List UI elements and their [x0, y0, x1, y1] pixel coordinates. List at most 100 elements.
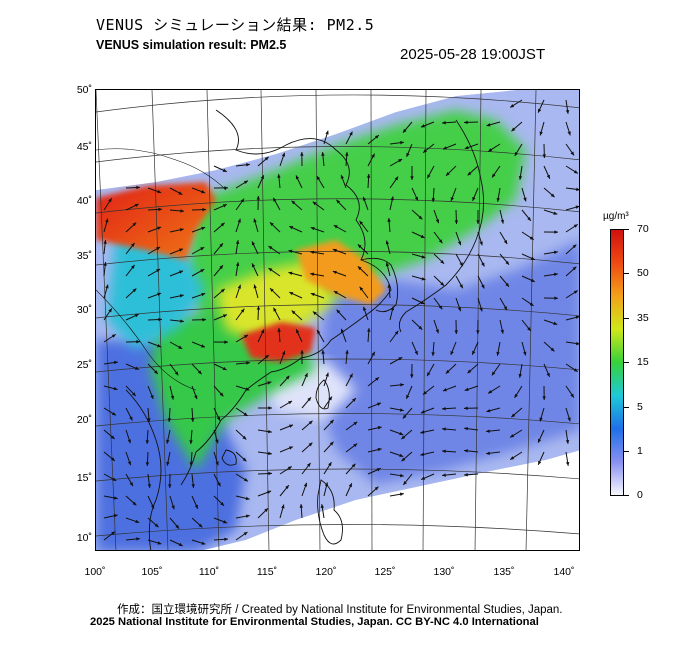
- wind-arrow-head: [156, 246, 161, 251]
- wind-arrow-head: [399, 453, 404, 458]
- wind-arrow-head: [289, 292, 294, 296]
- wind-arrow-head: [105, 284, 109, 289]
- meridian-line: [370, 90, 373, 550]
- wind-arrow-head: [357, 266, 362, 271]
- wind-arrow-head: [269, 222, 274, 227]
- parallel-line: [96, 198, 579, 214]
- wind-arrow-head: [565, 440, 570, 444]
- wind-arrow-head: [527, 216, 531, 221]
- wind-arrow-head: [575, 205, 579, 209]
- wind-arrow-head: [340, 174, 344, 179]
- wind-arrow-head: [235, 240, 240, 244]
- wind-arrow-head: [420, 300, 425, 305]
- wind-arrow-head: [500, 219, 505, 224]
- wind-arrow-head: [450, 197, 454, 202]
- wind-arrow-head: [217, 482, 221, 487]
- wind-arrow-head: [147, 418, 151, 422]
- wind-arrow-head: [268, 246, 273, 250]
- wind-arrow-head: [235, 262, 240, 266]
- wind-arrow-head: [420, 234, 425, 238]
- white-outside-north: [96, 90, 516, 190]
- colorbar-label: 70: [637, 223, 649, 235]
- lat-label: 30˚: [76, 304, 92, 316]
- wind-arrow-head: [253, 284, 257, 289]
- wind-arrow-head: [420, 452, 425, 457]
- wind-arrow-head: [401, 435, 406, 440]
- wind-arrow-head: [435, 219, 440, 224]
- wind-arrow-head: [518, 176, 523, 180]
- wind-arrow-head: [538, 460, 542, 465]
- wind-arrow-head: [572, 244, 577, 249]
- wind-arrow-head: [464, 387, 469, 391]
- wind-arrow-head: [191, 484, 195, 488]
- lat-label: 20˚: [76, 414, 92, 426]
- wind-arrow-head: [464, 426, 468, 431]
- wind-arrow-head: [328, 396, 332, 401]
- wind-arrow-head: [180, 209, 184, 213]
- wind-arrow-head: [353, 443, 358, 448]
- wind-arrow-head: [281, 504, 285, 509]
- wind-arrow-head: [427, 174, 431, 179]
- wind-arrow-head: [132, 288, 137, 293]
- wind-arrow-head: [237, 284, 241, 289]
- wind-arrow-head: [200, 269, 205, 273]
- wind-arrow-head: [240, 198, 245, 203]
- wind-arrow-head: [222, 168, 227, 172]
- wind-vectors: [103, 99, 579, 547]
- wind-arrow-head: [268, 268, 273, 272]
- wind-arrow-head: [492, 173, 496, 178]
- wind-arrow-head: [244, 334, 249, 339]
- wind-arrow-head: [174, 371, 179, 376]
- wind-arrow-head: [289, 424, 294, 428]
- lon-label: 100˚: [84, 566, 106, 578]
- wind-arrow-head: [312, 311, 317, 316]
- wind-arrow-head: [565, 110, 570, 114]
- wind-arrow-head: [243, 412, 248, 416]
- wind-arrow-head: [400, 383, 404, 387]
- wind-arrow-head: [167, 418, 172, 422]
- concentration-field: [96, 90, 579, 550]
- colorbar-tick: [624, 407, 629, 408]
- coastline-indochina: [125, 389, 162, 550]
- wind-arrow-head: [168, 484, 172, 488]
- wind-arrow-head: [440, 259, 445, 264]
- wind-arrow-head: [194, 504, 198, 509]
- wind-arrow-head: [371, 351, 375, 356]
- wind-arrow-head: [166, 461, 170, 466]
- wind-arrow-head: [237, 218, 241, 223]
- wind-arrow-head: [427, 372, 431, 377]
- coastline-japan: [398, 119, 485, 333]
- wind-arrow-head: [189, 440, 193, 444]
- wind-arrow-head: [400, 141, 404, 145]
- wind-arrow-head: [459, 262, 463, 267]
- wind-arrow-head: [281, 152, 286, 157]
- wind-arrow-head: [179, 294, 184, 298]
- wind-arrow-head: [264, 355, 269, 359]
- wind-arrow-head: [310, 292, 315, 297]
- wind-arrow-head: [222, 366, 227, 371]
- lat-label: 45˚: [76, 141, 92, 153]
- wind-arrow-head: [113, 386, 118, 391]
- wind-arrow-head: [194, 395, 198, 400]
- wind-arrow-head: [180, 319, 184, 323]
- colorbar-tick: [624, 273, 629, 274]
- wind-arrow-head: [242, 435, 247, 440]
- wind-arrow-head: [472, 196, 476, 201]
- lon-label: 110˚: [198, 566, 220, 578]
- wind-arrow-head: [553, 321, 558, 325]
- wind-arrow-head: [253, 218, 257, 223]
- wind-arrow-head: [546, 372, 550, 377]
- coastline-taiwan: [315, 379, 330, 410]
- wind-arrow-head: [320, 504, 325, 509]
- wind-arrow-head: [527, 327, 531, 331]
- wind-arrow-head: [510, 456, 515, 460]
- wind-arrow-head: [486, 408, 491, 413]
- wind-arrow-head: [145, 462, 150, 466]
- wind-arrow-head: [464, 472, 468, 477]
- wind-arrow-head: [442, 427, 446, 431]
- wind-arrow-head: [202, 207, 206, 212]
- wind-arrow-head: [270, 288, 274, 292]
- wind-arrow-head: [171, 505, 175, 510]
- wind-arrow-head: [202, 318, 206, 322]
- wind-arrow-head: [215, 461, 219, 466]
